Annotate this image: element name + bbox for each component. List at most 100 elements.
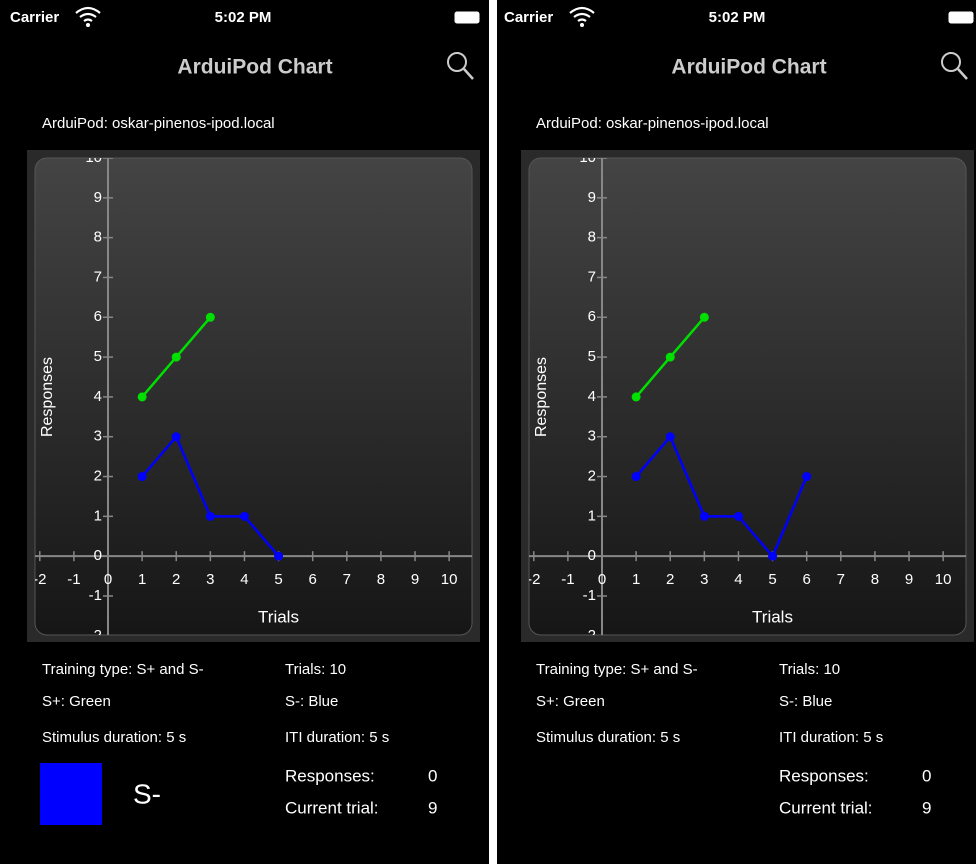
data-point	[802, 472, 811, 481]
data-point	[632, 472, 641, 481]
y-tick-label: 8	[94, 229, 102, 246]
status-time: 5:02 PM	[709, 9, 766, 26]
x-tick-label: 9	[905, 571, 913, 588]
data-point	[274, 552, 283, 561]
y-tick-label: 4	[588, 388, 596, 405]
responses-count: 0	[428, 766, 437, 785]
x-tick-label: 2	[172, 571, 180, 588]
s-plus: S+: Green	[42, 693, 111, 710]
trial-count: 9	[922, 798, 931, 817]
y-tick-label: 0	[94, 547, 102, 564]
data-point	[138, 392, 147, 401]
s-minus: S-: Blue	[779, 693, 832, 710]
data-point	[666, 432, 675, 441]
wifi-dot	[86, 23, 90, 27]
x-tick-label: 2	[666, 571, 674, 588]
x-tick-label: -2	[33, 571, 46, 588]
y-tick-label: 4	[94, 388, 102, 405]
trial-count: 9	[428, 798, 437, 817]
x-axis-label: Trials	[258, 607, 299, 626]
wifi-dot	[580, 23, 584, 27]
training-type: Training type: S+ and S-	[536, 661, 698, 678]
x-tick-label: 10	[441, 571, 458, 588]
x-tick-label: 10	[935, 571, 952, 588]
trial-label: Current trial:	[779, 798, 873, 817]
x-tick-label: 7	[343, 571, 351, 588]
data-point	[240, 512, 249, 521]
data-point	[138, 472, 147, 481]
x-tick-label: 7	[837, 571, 845, 588]
x-tick-label: 1	[138, 571, 146, 588]
y-tick-label: 7	[588, 268, 596, 285]
carrier: Carrier	[504, 9, 553, 26]
data-point	[172, 432, 181, 441]
y-tick-label: 2	[588, 467, 596, 484]
y-tick-label: -1	[89, 587, 102, 604]
data-point	[172, 353, 181, 362]
x-tick-label: 9	[411, 571, 419, 588]
data-point	[700, 313, 709, 322]
data-point	[700, 512, 709, 521]
carrier: Carrier	[10, 9, 59, 26]
y-tick-label: 3	[94, 428, 102, 445]
stimulus-duration: Stimulus duration: 5 s	[536, 729, 680, 746]
trial-label: Current trial:	[285, 798, 379, 817]
y-tick-label: 7	[94, 268, 102, 285]
s-plus: S+: Green	[536, 693, 605, 710]
x-tick-label: 6	[803, 571, 811, 588]
y-tick-label: 9	[588, 189, 596, 206]
x-tick-label: 0	[104, 571, 112, 588]
x-tick-label: 0	[598, 571, 606, 588]
y-axis-label: Responses	[533, 357, 550, 437]
y-tick-label: 1	[588, 507, 596, 524]
responses-count: 0	[922, 766, 931, 785]
device-name: ArduiPod: oskar-pinenos-ipod.local	[42, 115, 275, 132]
x-tick-label: -2	[527, 571, 540, 588]
y-tick-label: 3	[588, 428, 596, 445]
stimulus-label: S-	[133, 778, 161, 809]
trials: Trials: 10	[779, 661, 840, 678]
y-tick-label: 5	[588, 348, 596, 365]
x-tick-label: 5	[274, 571, 282, 588]
responses-label: Responses:	[285, 766, 375, 785]
x-tick-label: -1	[67, 571, 80, 588]
s-minus: S-: Blue	[285, 693, 338, 710]
battery	[949, 12, 973, 23]
y-tick-label: 2	[94, 467, 102, 484]
y-tick-label: -1	[583, 587, 596, 604]
x-tick-label: 8	[377, 571, 385, 588]
y-tick-label: 5	[94, 348, 102, 365]
trials: Trials: 10	[285, 661, 346, 678]
device-name: ArduiPod: oskar-pinenos-ipod.local	[536, 115, 769, 132]
stimulus-square	[40, 763, 102, 825]
nav-title: ArduiPod Chart	[177, 56, 332, 79]
x-tick-label: 6	[309, 571, 317, 588]
x-tick-label: 5	[768, 571, 776, 588]
nav-title: ArduiPod Chart	[671, 56, 826, 79]
status-time: 5:02 PM	[215, 9, 272, 26]
y-tick-label: 6	[588, 308, 596, 325]
x-tick-label: 3	[700, 571, 708, 588]
x-tick-label: 4	[240, 571, 248, 588]
data-point	[768, 552, 777, 561]
training-type: Training type: S+ and S-	[42, 661, 204, 678]
y-axis-label: Responses	[39, 357, 56, 437]
iti-duration: ITI duration: 5 s	[779, 729, 883, 746]
x-tick-label: 1	[632, 571, 640, 588]
x-tick-label: 4	[734, 571, 742, 588]
x-tick-label: 8	[871, 571, 879, 588]
x-tick-label: -1	[561, 571, 574, 588]
y-tick-label: 0	[588, 547, 596, 564]
responses-label: Responses:	[779, 766, 869, 785]
data-point	[666, 353, 675, 362]
x-tick-label: 3	[206, 571, 214, 588]
stimulus-duration: Stimulus duration: 5 s	[42, 729, 186, 746]
x-axis-label: Trials	[752, 607, 793, 626]
iti-duration: ITI duration: 5 s	[285, 729, 389, 746]
y-tick-label: 9	[94, 189, 102, 206]
data-point	[632, 392, 641, 401]
battery	[455, 12, 479, 23]
y-tick-label: 8	[588, 229, 596, 246]
y-tick-label: 6	[94, 308, 102, 325]
data-point	[734, 512, 743, 521]
